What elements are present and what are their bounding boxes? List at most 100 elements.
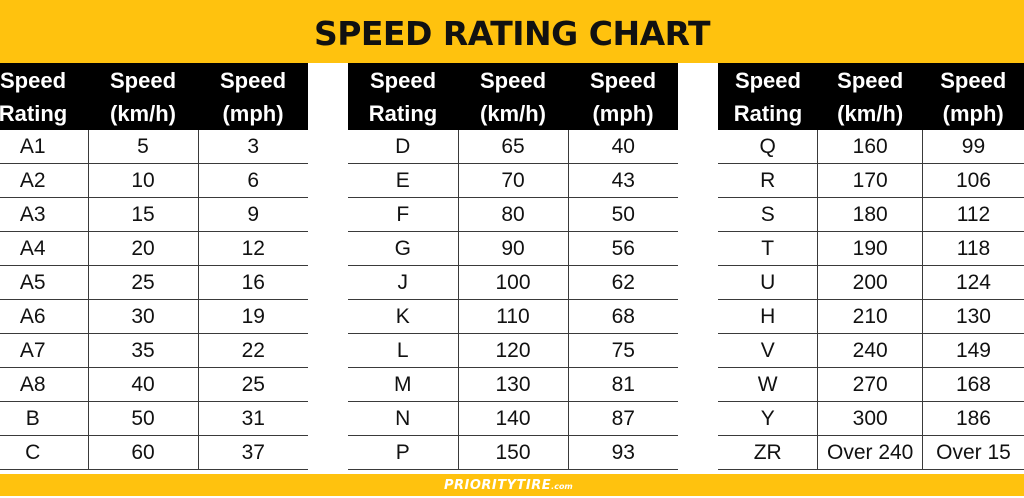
table-row: R 170 106 bbox=[718, 163, 1024, 198]
cell-speed-mph: 12 bbox=[198, 231, 308, 266]
cell-speed-rating: A8 bbox=[0, 367, 89, 402]
cell-speed-kmh: 270 bbox=[817, 367, 923, 402]
cell-speed-mph: 40 bbox=[568, 130, 678, 164]
cell-speed-kmh: 65 bbox=[458, 130, 569, 164]
table-row: E 70 43 bbox=[348, 163, 678, 198]
cell-speed-mph: 37 bbox=[198, 435, 308, 470]
table-row: K 110 68 bbox=[348, 299, 678, 334]
cell-speed-rating: C bbox=[0, 435, 89, 470]
cell-speed-kmh: 170 bbox=[817, 163, 923, 198]
table-header-row: Speed Rating Speed (km/h) Speed (mph) bbox=[348, 63, 678, 130]
table-row: A8 40 25 bbox=[0, 367, 308, 402]
cell-speed-kmh: 35 bbox=[88, 333, 199, 368]
table-row: L 120 75 bbox=[348, 333, 678, 368]
cell-speed-rating: A6 bbox=[0, 299, 89, 334]
cell-speed-mph: 9 bbox=[198, 197, 308, 232]
header-speed-mph: Speed (mph) bbox=[198, 63, 308, 130]
cell-speed-rating: F bbox=[348, 197, 459, 232]
cell-speed-mph: 3 bbox=[198, 130, 308, 164]
cell-speed-mph: 81 bbox=[568, 367, 678, 402]
cell-speed-kmh: Over 240 bbox=[817, 435, 923, 470]
table-row: D 65 40 bbox=[348, 130, 678, 164]
table-row: F 80 50 bbox=[348, 197, 678, 232]
cell-speed-kmh: 180 bbox=[817, 197, 923, 232]
cell-speed-rating: S bbox=[718, 197, 819, 232]
table-row: V 240 149 bbox=[718, 333, 1024, 368]
cell-speed-rating: A5 bbox=[0, 265, 89, 300]
cell-speed-rating: A1 bbox=[0, 130, 89, 164]
cell-speed-kmh: 20 bbox=[88, 231, 199, 266]
cell-speed-mph: 75 bbox=[568, 333, 678, 368]
cell-speed-kmh: 30 bbox=[88, 299, 199, 334]
cell-speed-rating: A2 bbox=[0, 163, 89, 198]
cell-speed-rating: L bbox=[348, 333, 459, 368]
table-row: ZR Over 240 Over 15 bbox=[718, 435, 1024, 470]
cell-speed-kmh: 5 bbox=[88, 130, 199, 164]
cell-speed-mph: 118 bbox=[922, 231, 1024, 266]
table-row: Q 160 99 bbox=[718, 130, 1024, 164]
cell-speed-kmh: 300 bbox=[817, 401, 923, 436]
table-row: G 90 56 bbox=[348, 231, 678, 266]
table-row: A1 5 3 bbox=[0, 130, 308, 164]
cell-speed-rating: A3 bbox=[0, 197, 89, 232]
table-row: S 180 112 bbox=[718, 197, 1024, 232]
cell-speed-rating: K bbox=[348, 299, 459, 334]
cell-speed-rating: M bbox=[348, 367, 459, 402]
cell-speed-rating: A4 bbox=[0, 231, 89, 266]
cell-speed-kmh: 210 bbox=[817, 299, 923, 334]
table-row: U 200 124 bbox=[718, 265, 1024, 300]
cell-speed-mph: 31 bbox=[198, 401, 308, 436]
cell-speed-mph: Over 15 bbox=[922, 435, 1024, 470]
cell-speed-rating: G bbox=[348, 231, 459, 266]
cell-speed-mph: 68 bbox=[568, 299, 678, 334]
header-speed-kmh: Speed (km/h) bbox=[458, 63, 568, 130]
cell-speed-mph: 130 bbox=[922, 299, 1024, 334]
table-row: N 140 87 bbox=[348, 401, 678, 436]
cell-speed-rating: T bbox=[718, 231, 819, 266]
cell-speed-mph: 50 bbox=[568, 197, 678, 232]
cell-speed-rating: R bbox=[718, 163, 819, 198]
header-speed-rating: Speed Rating bbox=[0, 63, 88, 130]
table-row: H 210 130 bbox=[718, 299, 1024, 334]
header-speed-rating: Speed Rating bbox=[718, 63, 818, 130]
cell-speed-kmh: 80 bbox=[458, 197, 569, 232]
cell-speed-kmh: 160 bbox=[817, 130, 923, 164]
cell-speed-rating: P bbox=[348, 435, 459, 470]
table-row: P 150 93 bbox=[348, 435, 678, 470]
table-row: A7 35 22 bbox=[0, 333, 308, 368]
table-row: Y 300 186 bbox=[718, 401, 1024, 436]
table-row: A6 30 19 bbox=[0, 299, 308, 334]
cell-speed-kmh: 240 bbox=[817, 333, 923, 368]
table-header-row: Speed Rating Speed (km/h) Speed (mph) bbox=[0, 63, 308, 130]
table-row: M 130 81 bbox=[348, 367, 678, 402]
cell-speed-kmh: 100 bbox=[458, 265, 569, 300]
cell-speed-mph: 149 bbox=[922, 333, 1024, 368]
table-row: W 270 168 bbox=[718, 367, 1024, 402]
cell-speed-kmh: 60 bbox=[88, 435, 199, 470]
table-row: A5 25 16 bbox=[0, 265, 308, 300]
header-speed-kmh: Speed (km/h) bbox=[817, 63, 923, 130]
priority-tire-logo: PRIORITYTIRE.com bbox=[444, 478, 573, 493]
cell-speed-kmh: 15 bbox=[88, 197, 199, 232]
table-row: A4 20 12 bbox=[0, 231, 308, 266]
cell-speed-mph: 186 bbox=[922, 401, 1024, 436]
table-row: B 50 31 bbox=[0, 401, 308, 436]
cell-speed-mph: 6 bbox=[198, 163, 308, 198]
footer-banner bbox=[0, 474, 1024, 496]
cell-speed-kmh: 70 bbox=[458, 163, 569, 198]
cell-speed-kmh: 110 bbox=[458, 299, 569, 334]
header-speed-mph: Speed (mph) bbox=[922, 63, 1024, 130]
cell-speed-rating: A7 bbox=[0, 333, 89, 368]
cell-speed-mph: 99 bbox=[922, 130, 1024, 164]
cell-speed-kmh: 150 bbox=[458, 435, 569, 470]
cell-speed-mph: 19 bbox=[198, 299, 308, 334]
cell-speed-mph: 87 bbox=[568, 401, 678, 436]
cell-speed-rating: ZR bbox=[718, 435, 819, 470]
table-row: T 190 118 bbox=[718, 231, 1024, 266]
cell-speed-rating: W bbox=[718, 367, 819, 402]
cell-speed-rating: Y bbox=[718, 401, 819, 436]
cell-speed-mph: 22 bbox=[198, 333, 308, 368]
cell-speed-kmh: 10 bbox=[88, 163, 199, 198]
table-row: J 100 62 bbox=[348, 265, 678, 300]
cell-speed-kmh: 50 bbox=[88, 401, 199, 436]
